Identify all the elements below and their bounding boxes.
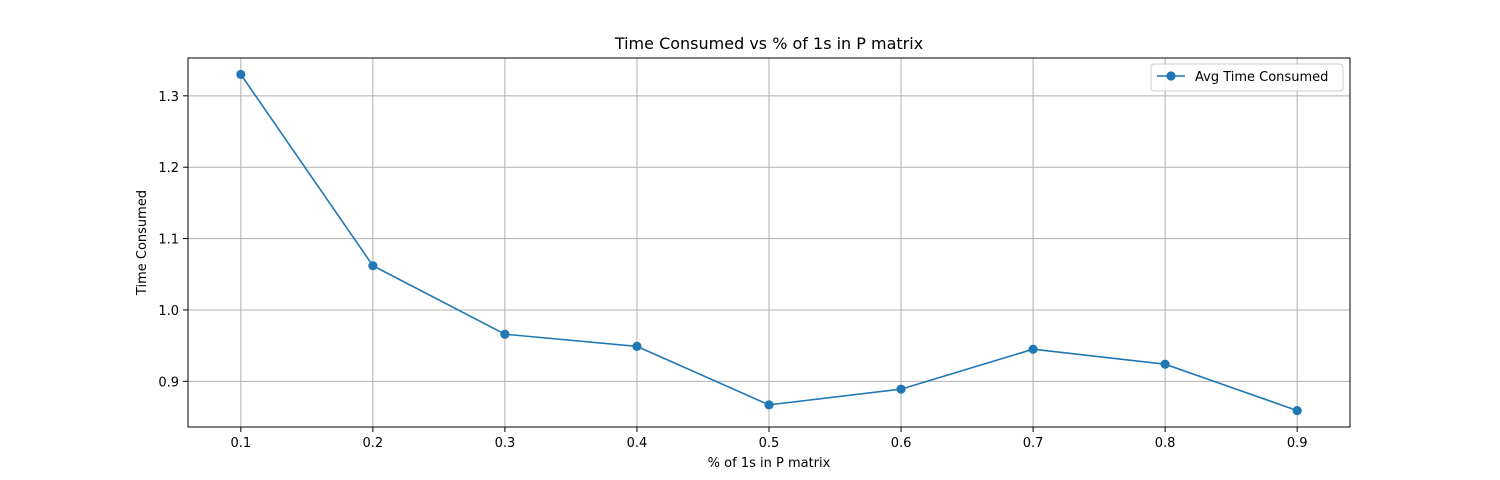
- data-point-marker: [1160, 359, 1170, 369]
- x-tick-label: 0.8: [1155, 436, 1176, 451]
- y-axis-label: Time Consumed: [135, 190, 150, 296]
- legend-box: [1150, 63, 1344, 92]
- x-tick-label: 0.4: [627, 436, 648, 451]
- y-tick-label: 1.2: [158, 161, 179, 176]
- data-point-marker: [1028, 344, 1038, 354]
- x-tick-label: 0.7: [1023, 436, 1044, 451]
- y-tick-label: 1.0: [158, 304, 179, 319]
- y-tick-label: 1.1: [158, 233, 179, 248]
- x-tick-label: 0.5: [759, 436, 780, 451]
- x-tick-label: 0.6: [891, 436, 912, 451]
- y-tick-label: 1.3: [158, 90, 179, 105]
- chart-title: Time Consumed vs % of 1s in P matrix: [614, 34, 923, 53]
- x-tick-label: 0.9: [1287, 436, 1308, 451]
- data-point-marker: [500, 329, 510, 339]
- x-axis-label: % of 1s in P matrix: [708, 456, 831, 471]
- data-point-marker: [764, 400, 774, 410]
- x-tick-label: 0.1: [230, 436, 251, 451]
- axis-ticks: 0.1 0.2 0.3 0.4 0.5 0.6 0.7 0.8 0.9 0.9 1.0 1.1 1.2 1…: [158, 90, 1307, 451]
- data-point-marker: [368, 261, 378, 271]
- data-point-marker: [1292, 405, 1302, 416]
- data-point-marker: [896, 384, 906, 394]
- y-tick-label: 0.9: [158, 375, 179, 390]
- grid-lines: [188, 58, 1350, 427]
- legend-marker-swatch: [1166, 71, 1176, 81]
- legend-entry-label: Avg Time Consumed: [1195, 70, 1328, 85]
- x-tick-label: 0.3: [495, 436, 516, 451]
- x-tick-label: 0.2: [363, 436, 384, 451]
- data-point-marker: [632, 341, 642, 351]
- legend: Avg Time Consumed: [1150, 63, 1344, 92]
- series-markers: [236, 69, 1302, 416]
- data-point-marker: [236, 69, 246, 80]
